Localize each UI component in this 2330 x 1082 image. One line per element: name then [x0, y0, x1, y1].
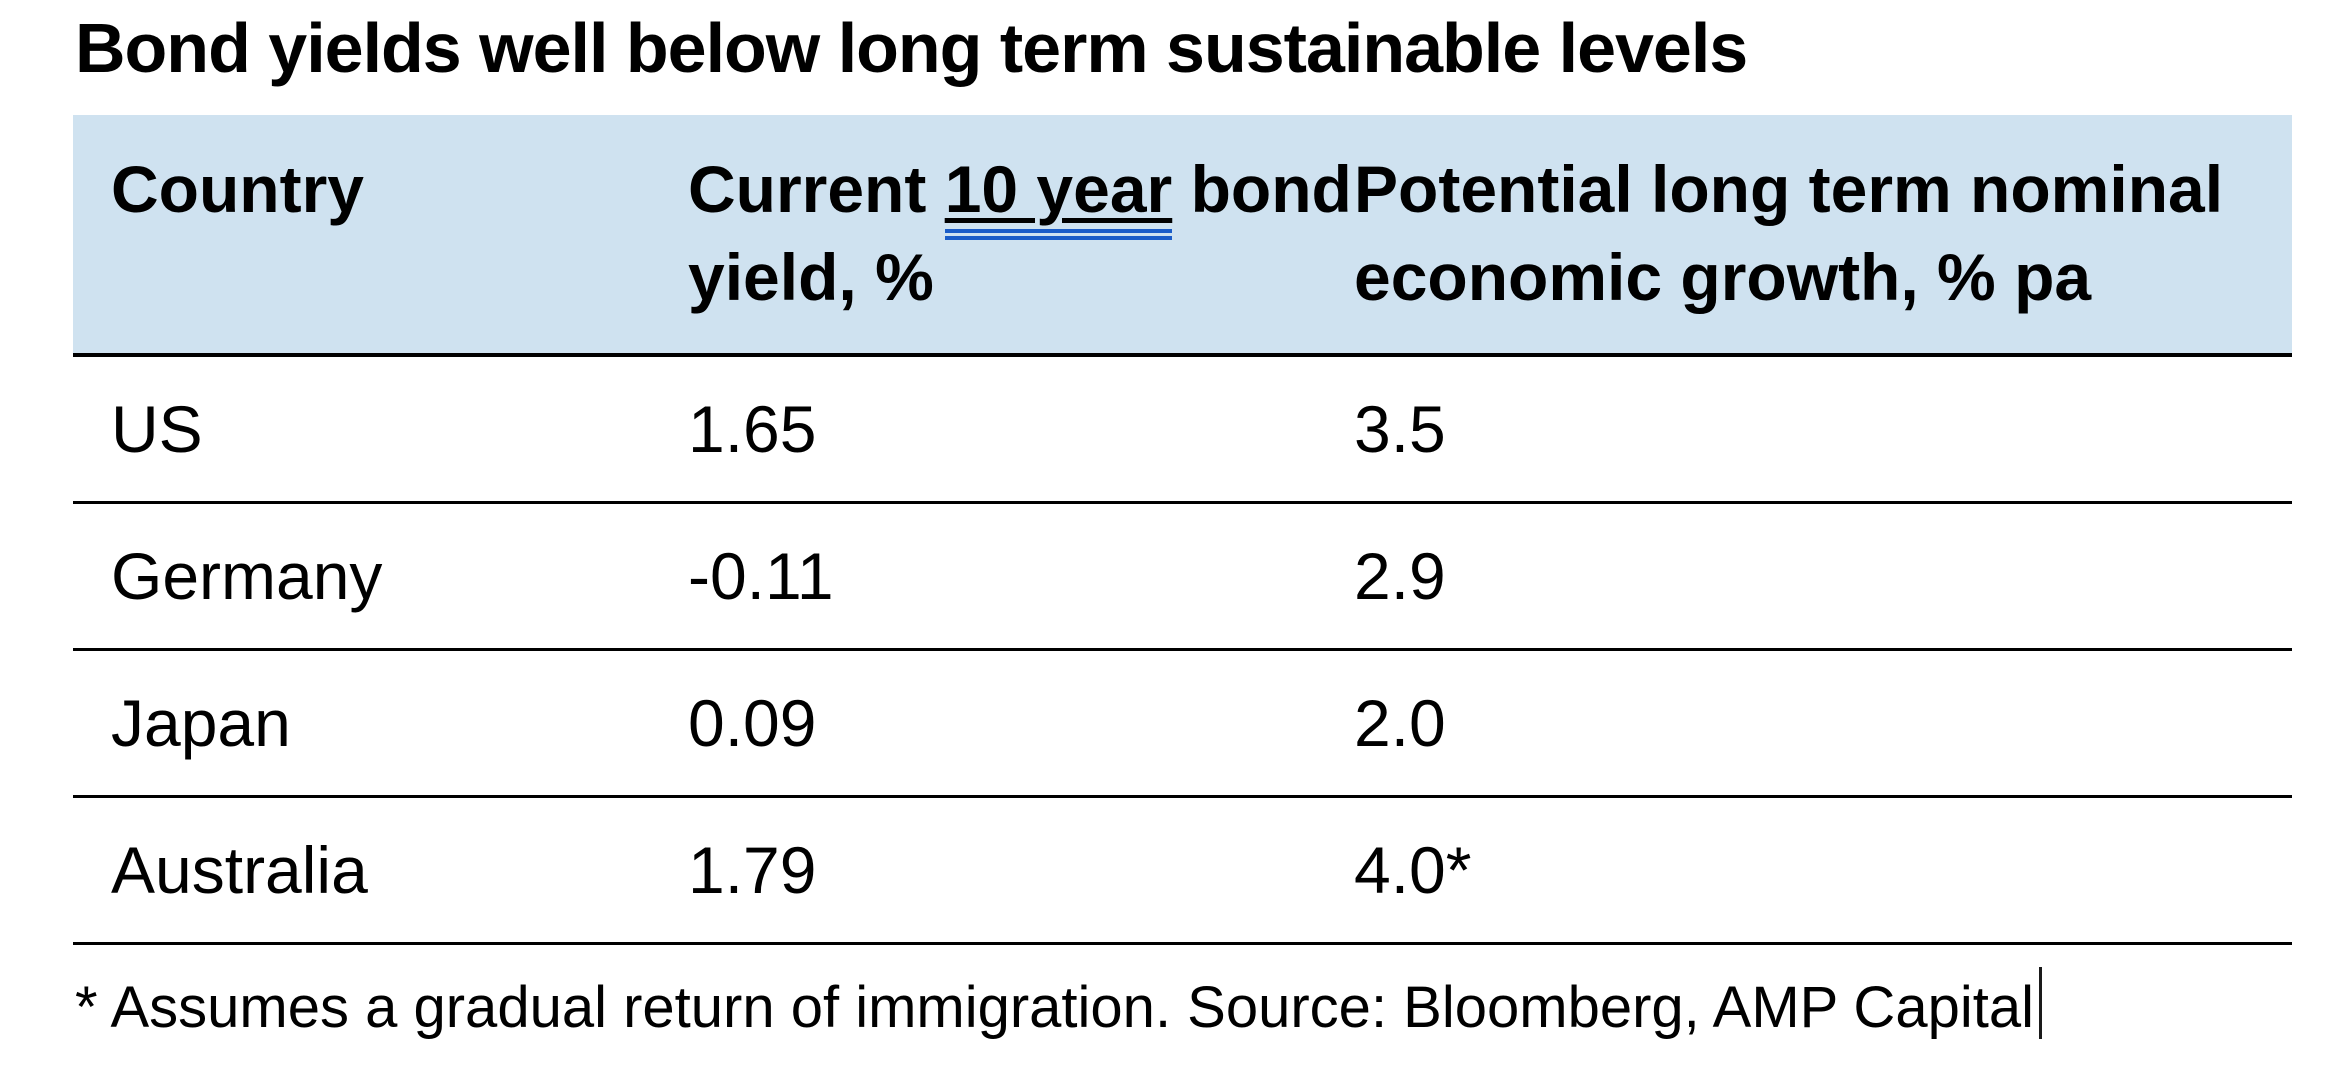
table-row-us: US 1.65 3.5: [73, 357, 2292, 504]
grammar-underlined-term[interactable]: 10 year: [944, 145, 1172, 240]
cell-current-yield: -0.11: [688, 539, 834, 613]
header-text-suffix: bond yield, %: [688, 152, 1352, 314]
cell-country: Australia: [111, 833, 368, 907]
cell-current-yield: 0.09: [688, 686, 817, 760]
cell-country: Germany: [111, 539, 383, 613]
column-header-current-yield: Current 10 year bond yield, %: [688, 145, 1354, 353]
table-row-germany: Germany -0.11 2.9: [73, 504, 2292, 651]
table-header-row: Country Current 10 year bond yield, % Po…: [73, 115, 2292, 357]
cell-current-yield: 1.65: [688, 392, 817, 466]
cell-country: Japan: [111, 686, 291, 760]
column-header-potential-growth: Potential long term nominal economic gro…: [1354, 152, 2224, 314]
table-row-australia: Australia 1.79 4.0*: [73, 798, 2292, 945]
cell-current-yield: 1.79: [688, 833, 817, 907]
bond-yields-table: Country Current 10 year bond yield, % Po…: [73, 115, 2292, 945]
text-cursor: [2038, 967, 2042, 1039]
footnote-line[interactable]: * Assumes a gradual return of immigratio…: [75, 967, 2330, 1046]
footnote-text: * Assumes a gradual return of immigratio…: [75, 975, 2034, 1040]
cell-potential-growth: 4.0*: [1354, 833, 1472, 907]
cell-potential-growth: 2.0: [1354, 686, 1446, 760]
header-text-prefix: Current: [688, 152, 945, 226]
cell-country: US: [111, 392, 203, 466]
column-header-country: Country: [111, 152, 364, 226]
cell-potential-growth: 3.5: [1354, 392, 1446, 466]
table-row-japan: Japan 0.09 2.0: [73, 651, 2292, 798]
cell-potential-growth: 2.9: [1354, 539, 1446, 613]
page-title: Bond yields well below long term sustain…: [75, 9, 1748, 87]
